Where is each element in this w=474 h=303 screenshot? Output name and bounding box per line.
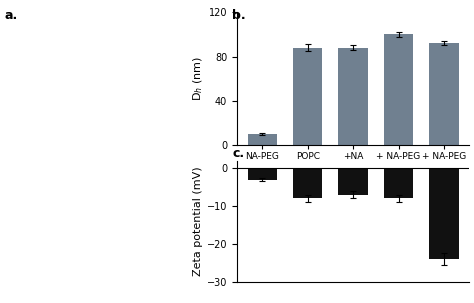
Bar — [429, 168, 459, 259]
Bar — [247, 168, 277, 179]
Bar — [384, 34, 413, 145]
Bar — [338, 168, 368, 195]
Text: a.: a. — [5, 9, 18, 22]
Bar — [338, 48, 368, 145]
Y-axis label: Zeta potential (mV): Zeta potential (mV) — [192, 166, 202, 276]
Text: c.: c. — [232, 147, 245, 160]
Bar — [293, 48, 322, 145]
Bar — [293, 168, 322, 198]
Bar — [247, 134, 277, 145]
Text: b.: b. — [232, 9, 246, 22]
Bar — [429, 43, 459, 145]
Bar — [384, 168, 413, 198]
Y-axis label: D$_h$ (nm): D$_h$ (nm) — [191, 56, 205, 101]
